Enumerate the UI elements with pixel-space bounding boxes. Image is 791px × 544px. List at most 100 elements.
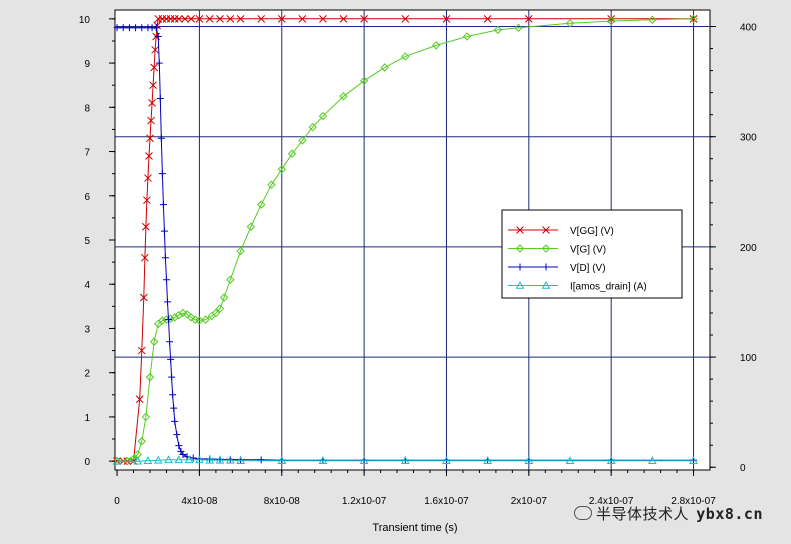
legend-label: I[amos_drain] (A) — [570, 282, 647, 293]
data-point — [565, 19, 575, 28]
data-point — [171, 417, 179, 425]
watermark-site: ybx8.cn — [696, 505, 763, 523]
data-point — [174, 455, 184, 464]
data-point — [170, 404, 178, 412]
legend-marker — [515, 280, 525, 289]
data-point — [132, 24, 140, 32]
series-layer — [112, 14, 698, 466]
y2-tick-label: 200 — [740, 243, 757, 254]
data-point — [493, 25, 503, 35]
legend-label: V[D] (V) — [570, 263, 606, 274]
data-point — [145, 372, 155, 382]
data-point — [648, 456, 657, 465]
data-point — [483, 14, 492, 23]
wechat-icon — [573, 506, 592, 520]
data-point — [167, 355, 175, 363]
y-tick-label: 4 — [84, 280, 90, 291]
data-point — [339, 14, 348, 23]
data-point — [169, 391, 177, 399]
legend-marker — [516, 226, 524, 234]
data-point — [401, 14, 410, 23]
data-point — [277, 14, 286, 23]
data-point — [161, 254, 169, 262]
series-line — [117, 459, 694, 462]
data-point — [123, 456, 132, 466]
data-point — [431, 41, 441, 50]
x-tick-label: 8x10-08 — [264, 496, 301, 507]
data-point — [442, 14, 451, 23]
data-point — [152, 24, 160, 32]
x-tick-label: 1.2x10-07 — [342, 496, 387, 507]
data-point — [524, 456, 534, 465]
legend-marker — [515, 244, 525, 253]
data-point — [149, 337, 159, 346]
grid — [115, 10, 710, 470]
data-point — [143, 456, 153, 465]
data-point — [298, 14, 307, 23]
data-point — [187, 14, 196, 23]
y2-tick-label: 400 — [740, 23, 757, 34]
data-point — [146, 134, 154, 143]
data-point — [246, 222, 256, 231]
legend-marker — [542, 263, 550, 271]
data-point — [308, 123, 317, 132]
data-point — [119, 24, 127, 32]
data-point — [256, 200, 266, 209]
data-point — [113, 24, 121, 32]
data-point — [267, 180, 276, 189]
data-point — [184, 455, 194, 464]
data-point — [179, 451, 187, 459]
data-point — [359, 76, 369, 85]
data-point — [137, 346, 146, 355]
data-point — [142, 222, 150, 231]
data-point — [689, 14, 698, 24]
data-point — [160, 227, 168, 235]
data-point — [125, 24, 133, 32]
data-point — [318, 456, 328, 465]
data-point — [257, 456, 265, 464]
legend-label: V[GG] (V) — [570, 226, 614, 237]
data-point — [151, 45, 160, 54]
legend-entry: V[GG] (V) — [508, 226, 614, 237]
data-point — [129, 454, 138, 464]
data-point — [442, 456, 451, 465]
data-point — [143, 196, 151, 205]
data-point — [205, 14, 214, 23]
data-point — [401, 52, 410, 61]
data-point — [149, 81, 157, 90]
data-point — [178, 308, 188, 318]
data-point — [319, 14, 327, 23]
data-point — [112, 456, 122, 466]
x-tick-label: 2.8x10-07 — [671, 496, 716, 507]
x-tick-label: 2.4x10-07 — [589, 496, 634, 507]
data-point — [483, 456, 492, 465]
data-point — [137, 437, 146, 446]
y-tick-label: 1 — [84, 413, 90, 424]
y-tick-label: 8 — [84, 103, 90, 114]
data-point — [277, 165, 286, 174]
y2-tick-label: 300 — [740, 133, 757, 144]
data-point — [514, 23, 523, 32]
y-tick-label: 2 — [84, 369, 90, 380]
data-point — [140, 253, 149, 262]
data-point — [359, 456, 369, 465]
data-point — [154, 33, 162, 41]
data-point — [360, 14, 368, 23]
data-point — [158, 316, 167, 325]
legend-label: V[G] (V) — [570, 245, 606, 256]
data-point — [606, 456, 616, 465]
legend-box — [501, 209, 683, 299]
legend-entry: I[amos_drain] (A) — [508, 280, 647, 293]
y-tick-label: 10 — [79, 15, 91, 26]
y-tick-label: 5 — [84, 236, 90, 247]
data-point — [226, 14, 235, 23]
data-point — [175, 442, 183, 450]
data-point — [112, 456, 122, 465]
data-point — [689, 456, 698, 465]
data-point — [165, 316, 173, 324]
data-point — [156, 94, 164, 102]
data-point — [287, 149, 297, 158]
data-point — [225, 455, 235, 464]
data-point — [145, 152, 153, 160]
